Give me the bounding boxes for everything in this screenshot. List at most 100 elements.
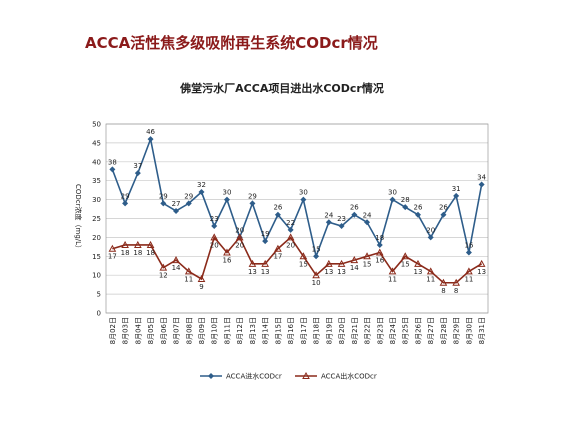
data-label: 15 (299, 260, 308, 268)
data-label: 20 (235, 226, 244, 234)
point (173, 207, 180, 214)
x-tick-label: 8月20日 (338, 317, 346, 344)
point (121, 240, 129, 248)
x-tick-label: 8月27日 (427, 317, 435, 344)
data-label: 9 (199, 283, 203, 291)
x-tick-label: 8月05日 (147, 317, 155, 344)
y-tick-label: 30 (92, 196, 101, 204)
series-line (111, 136, 483, 260)
data-label: 37 (133, 162, 142, 170)
data-label: 46 (146, 128, 155, 136)
point (414, 211, 421, 218)
point (376, 241, 383, 248)
data-label: 23 (337, 215, 346, 223)
x-tick-label: 8月18日 (313, 317, 321, 344)
x-tick-label: 8月15日 (274, 317, 282, 344)
point (465, 267, 473, 275)
point (351, 211, 358, 218)
data-label: 11 (426, 275, 435, 283)
data-label: 28 (401, 196, 410, 204)
point (453, 192, 460, 199)
point (159, 263, 168, 271)
point (389, 196, 396, 203)
point (223, 248, 231, 256)
data-label: 34 (477, 173, 486, 181)
data-label: 30 (299, 189, 308, 197)
data-label: 26 (439, 204, 448, 212)
point (147, 136, 154, 143)
data-label: 30 (223, 189, 232, 197)
y-tick-label: 5 (97, 291, 101, 299)
data-label: 18 (121, 249, 130, 257)
point (133, 240, 142, 248)
data-label: 15 (312, 245, 321, 253)
data-label: 11 (184, 275, 193, 283)
x-tick-label: 8月08日 (185, 317, 193, 344)
point (108, 244, 117, 252)
point (160, 200, 167, 207)
point (235, 233, 244, 241)
point (375, 248, 384, 256)
data-label: 29 (184, 192, 193, 200)
x-tick-label: 8月19日 (325, 317, 333, 344)
chart-title: 佛堂污水厂ACCA项目进出水CODcr情况 (179, 81, 384, 95)
point (313, 253, 320, 260)
x-tick-label: 8月13日 (249, 317, 257, 344)
point (274, 244, 282, 252)
data-label: 20 (210, 241, 219, 249)
point (286, 233, 295, 241)
point (312, 271, 320, 279)
x-tick-label: 8月07日 (173, 317, 181, 344)
data-label: 18 (375, 234, 384, 242)
x-tick-label: 8月10日 (211, 317, 219, 344)
data-label: 10 (312, 279, 321, 287)
y-tick-label: 15 (92, 253, 101, 261)
point (350, 256, 359, 264)
data-label: 11 (464, 275, 473, 283)
data-label: 13 (248, 268, 257, 276)
data-label: 29 (121, 192, 130, 200)
y-tick-label: 0 (97, 310, 101, 318)
data-label: 13 (324, 268, 333, 276)
data-label: 13 (261, 268, 270, 276)
data-label: 18 (133, 249, 142, 257)
data-label: 11 (388, 275, 397, 283)
data-label: 15 (363, 260, 372, 268)
x-tick-label: 8月26日 (414, 317, 422, 344)
x-tick-label: 8月12日 (236, 317, 244, 344)
data-label: 22 (286, 219, 295, 227)
point (197, 274, 206, 282)
point (146, 240, 155, 248)
x-tick-label: 8月17日 (300, 317, 308, 344)
x-tick-label: 8月06日 (160, 317, 168, 344)
page-heading: ACCA活性焦多级吸附再生系统CODcr情况 (85, 34, 378, 52)
point (198, 189, 205, 196)
point (262, 238, 269, 245)
point (414, 259, 422, 267)
data-label: 13 (337, 268, 346, 276)
point (337, 259, 346, 267)
point (122, 200, 129, 207)
point (300, 196, 307, 203)
x-tick-label: 8月29日 (453, 317, 461, 344)
y-tick-label: 50 (92, 121, 101, 129)
point (426, 267, 435, 275)
x-tick-label: 8月24日 (389, 317, 397, 344)
point (302, 371, 310, 379)
data-label: 8 (454, 287, 458, 295)
point (208, 373, 214, 379)
point (452, 278, 461, 286)
point (211, 223, 218, 230)
point (185, 200, 192, 207)
data-label: 38 (108, 158, 117, 166)
x-tick-label: 8月31日 (478, 317, 486, 344)
point (465, 249, 472, 256)
x-tick-label: 8月28日 (440, 317, 448, 344)
x-tick-label: 8月23日 (376, 317, 384, 344)
y-tick-label: 25 (92, 215, 101, 223)
y-tick-label: 20 (92, 234, 101, 242)
point (287, 226, 294, 233)
data-label: 18 (146, 249, 155, 257)
data-label: 24 (363, 211, 372, 219)
point (261, 259, 270, 267)
